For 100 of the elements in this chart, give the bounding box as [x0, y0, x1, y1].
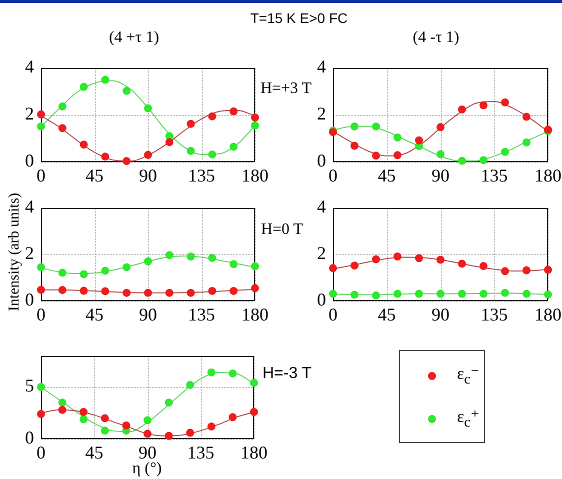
- point: [350, 262, 358, 270]
- point: [415, 290, 423, 298]
- point: [251, 122, 259, 130]
- point: [329, 290, 337, 298]
- point: [144, 416, 152, 424]
- chart-subtitle: (4 +τ 1): [108, 29, 160, 46]
- point: [37, 110, 45, 118]
- point: [101, 152, 110, 161]
- x-tick-label: 135: [188, 166, 215, 186]
- point: [480, 290, 488, 298]
- point: [208, 286, 216, 295]
- point: [80, 408, 88, 416]
- point: [101, 287, 110, 296]
- x-tick-label: 90: [138, 442, 156, 463]
- point: [164, 432, 173, 440]
- point: [458, 105, 466, 114]
- point: [37, 122, 45, 130]
- point: [480, 156, 488, 164]
- point: [230, 286, 238, 295]
- point: [80, 82, 88, 91]
- point: [251, 284, 259, 292]
- x-tick-label: 90: [139, 304, 157, 325]
- point: [186, 120, 195, 128]
- point: [372, 255, 380, 264]
- point: [122, 263, 131, 272]
- point: [230, 260, 238, 268]
- x-tick-label: 90: [432, 304, 450, 325]
- y-tick-label: 4: [25, 56, 34, 77]
- point: [250, 378, 258, 387]
- point: [165, 288, 174, 297]
- legend-label: ε$_{c}$⁻: [457, 364, 480, 388]
- point: [144, 257, 152, 266]
- x-tick-label: 45: [86, 166, 104, 186]
- point: [208, 112, 216, 120]
- point: [207, 422, 216, 431]
- point: [230, 142, 238, 151]
- x-tick-label: 180: [242, 304, 268, 325]
- point: [501, 98, 509, 106]
- x-tick-label: 45: [378, 304, 396, 325]
- point: [522, 266, 530, 274]
- x-tick-label: 180: [242, 166, 268, 186]
- point: [458, 260, 466, 268]
- text: H=-3 T: [262, 365, 312, 382]
- x-tick-label: 135: [480, 166, 508, 186]
- point: [208, 150, 216, 158]
- point: [122, 157, 131, 166]
- point: [350, 290, 358, 299]
- y-tick-label: 4: [317, 196, 326, 217]
- x-tick-label: 180: [534, 166, 562, 186]
- text: H=+3 T: [260, 80, 312, 97]
- point: [436, 123, 444, 132]
- point: [522, 138, 530, 146]
- point: [415, 136, 423, 144]
- point: [501, 148, 509, 156]
- point: [329, 264, 337, 272]
- point: [394, 134, 402, 142]
- point: [186, 288, 195, 297]
- x-tick-label: 90: [432, 166, 450, 186]
- point: [37, 383, 45, 391]
- point: [80, 286, 88, 295]
- point: [37, 286, 45, 294]
- point: [251, 113, 259, 122]
- point: [58, 268, 66, 277]
- y-tick-label: 2: [25, 243, 34, 264]
- point: [144, 150, 152, 159]
- point: [372, 122, 380, 130]
- point: [165, 251, 174, 260]
- point: [372, 291, 380, 300]
- point: [501, 267, 509, 276]
- point: [165, 138, 174, 146]
- point: [415, 254, 423, 262]
- point: [144, 288, 152, 297]
- point: [228, 369, 237, 378]
- point: [100, 414, 109, 422]
- point: [522, 290, 530, 298]
- y-tick-label: 2: [317, 104, 326, 124]
- y-tick-label: 4: [317, 56, 326, 77]
- point: [480, 262, 488, 270]
- text: H=0 T: [260, 221, 304, 238]
- point: [101, 266, 110, 275]
- y-tick-label: 0: [25, 428, 34, 448]
- point: [80, 140, 88, 149]
- x-tick-label: 45: [86, 304, 104, 325]
- point: [100, 426, 109, 435]
- point: [164, 398, 173, 407]
- point: [37, 263, 45, 272]
- point: [80, 270, 88, 278]
- point: [58, 124, 66, 132]
- point: [394, 252, 402, 260]
- point: [250, 408, 258, 416]
- point: [394, 290, 402, 298]
- point: [144, 430, 152, 438]
- point: [58, 102, 66, 110]
- point: [436, 290, 444, 298]
- point: [501, 288, 509, 297]
- point: [80, 415, 88, 424]
- point: [208, 254, 216, 262]
- point: [58, 406, 66, 414]
- text: T=15 K E>0 FC: [250, 10, 348, 26]
- legend-label: ε$_{c}$⁺: [457, 407, 480, 431]
